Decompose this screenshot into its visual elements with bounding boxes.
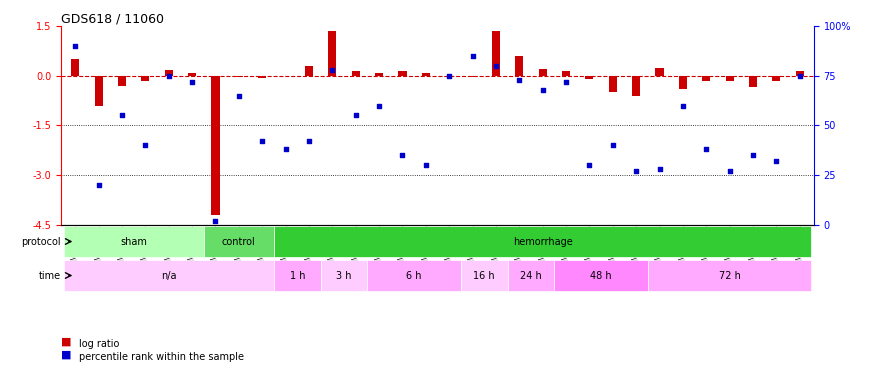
Bar xyxy=(632,76,640,96)
Bar xyxy=(234,76,243,78)
Bar xyxy=(562,71,570,76)
Bar xyxy=(609,76,617,92)
Bar xyxy=(328,31,336,76)
FancyBboxPatch shape xyxy=(274,260,320,291)
Bar xyxy=(795,71,804,76)
Bar xyxy=(422,73,430,76)
Point xyxy=(138,142,152,148)
Point xyxy=(606,142,620,148)
Text: log ratio: log ratio xyxy=(79,339,119,349)
Bar xyxy=(655,68,663,76)
Bar xyxy=(71,59,80,76)
FancyBboxPatch shape xyxy=(64,226,204,257)
Point xyxy=(676,102,690,108)
Text: time: time xyxy=(38,270,60,280)
Text: 16 h: 16 h xyxy=(473,270,495,280)
Bar xyxy=(352,71,360,76)
Point xyxy=(349,112,363,118)
Point xyxy=(162,73,176,79)
FancyBboxPatch shape xyxy=(368,260,461,291)
Point xyxy=(536,87,550,93)
Point xyxy=(396,152,410,158)
Text: n/a: n/a xyxy=(161,270,177,280)
Text: GDS618 / 11060: GDS618 / 11060 xyxy=(61,12,164,25)
Bar xyxy=(304,66,313,76)
Point xyxy=(442,73,456,79)
Point xyxy=(699,146,713,152)
Text: ■: ■ xyxy=(61,350,72,360)
Bar xyxy=(679,76,687,89)
Point xyxy=(793,73,807,79)
Point xyxy=(208,217,222,223)
Bar xyxy=(141,76,150,81)
Point xyxy=(746,152,760,158)
FancyBboxPatch shape xyxy=(274,226,811,257)
Bar xyxy=(702,76,710,81)
Point xyxy=(466,53,480,59)
Point xyxy=(419,162,433,168)
Point xyxy=(769,158,783,164)
Text: 72 h: 72 h xyxy=(718,270,740,280)
Bar xyxy=(773,76,780,81)
Text: 48 h: 48 h xyxy=(591,270,612,280)
Point xyxy=(68,43,82,49)
Text: protocol: protocol xyxy=(21,237,60,246)
Text: 3 h: 3 h xyxy=(336,270,352,280)
FancyBboxPatch shape xyxy=(64,260,274,291)
FancyBboxPatch shape xyxy=(507,260,555,291)
Text: 6 h: 6 h xyxy=(406,270,422,280)
FancyBboxPatch shape xyxy=(461,260,507,291)
Bar xyxy=(375,72,383,76)
Point xyxy=(512,77,526,83)
Point xyxy=(629,168,643,174)
Bar xyxy=(212,76,220,214)
Point xyxy=(302,138,316,144)
Text: sham: sham xyxy=(120,237,147,246)
Bar xyxy=(258,76,266,78)
Point xyxy=(489,63,503,69)
Point xyxy=(278,146,292,152)
Point xyxy=(115,112,129,118)
Point xyxy=(186,79,200,85)
Bar xyxy=(118,76,126,86)
Bar xyxy=(725,76,734,81)
Text: ■: ■ xyxy=(61,337,72,347)
Text: percentile rank within the sample: percentile rank within the sample xyxy=(79,352,244,362)
Bar xyxy=(515,56,523,76)
Point xyxy=(653,166,667,172)
Text: control: control xyxy=(222,237,255,246)
Bar xyxy=(539,69,547,76)
Point xyxy=(583,162,597,168)
Bar xyxy=(164,70,173,76)
Point xyxy=(326,67,340,73)
FancyBboxPatch shape xyxy=(320,260,368,291)
Bar xyxy=(585,76,593,79)
Bar xyxy=(492,31,500,76)
Point xyxy=(255,138,270,144)
Bar xyxy=(749,76,757,87)
Bar xyxy=(94,76,102,105)
Text: hemorrhage: hemorrhage xyxy=(513,237,572,246)
Point xyxy=(232,93,246,99)
Bar xyxy=(188,73,196,76)
FancyBboxPatch shape xyxy=(204,226,274,257)
Bar xyxy=(398,71,407,76)
Point xyxy=(92,182,106,188)
Point xyxy=(372,102,386,108)
Point xyxy=(559,79,573,85)
Text: 1 h: 1 h xyxy=(290,270,305,280)
Text: 24 h: 24 h xyxy=(520,270,542,280)
Bar xyxy=(468,76,477,78)
FancyBboxPatch shape xyxy=(555,260,648,291)
FancyBboxPatch shape xyxy=(648,260,811,291)
Point xyxy=(723,168,737,174)
